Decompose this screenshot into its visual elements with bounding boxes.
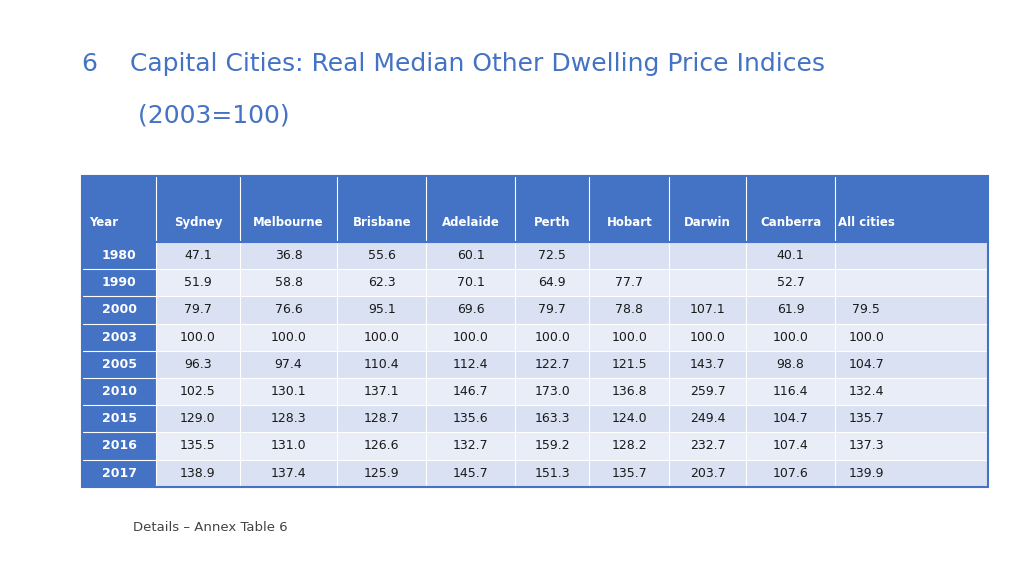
Text: 122.7: 122.7 xyxy=(535,358,570,371)
Text: 145.7: 145.7 xyxy=(453,467,488,480)
Text: 163.3: 163.3 xyxy=(535,412,570,425)
Text: 77.7: 77.7 xyxy=(615,276,643,289)
Text: 139.9: 139.9 xyxy=(849,467,884,480)
Text: 146.7: 146.7 xyxy=(453,385,488,398)
Text: 55.6: 55.6 xyxy=(368,249,396,262)
Text: 116.4: 116.4 xyxy=(773,385,808,398)
Text: 143.7: 143.7 xyxy=(690,358,725,371)
Text: 95.1: 95.1 xyxy=(368,304,395,316)
Text: 125.9: 125.9 xyxy=(365,467,399,480)
Text: 126.6: 126.6 xyxy=(365,439,399,452)
Text: All cities: All cities xyxy=(838,216,895,229)
Text: 100.0: 100.0 xyxy=(364,331,399,344)
Text: 100.0: 100.0 xyxy=(848,331,884,344)
Text: 52.7: 52.7 xyxy=(776,276,805,289)
Text: 203.7: 203.7 xyxy=(690,467,726,480)
Text: 64.9: 64.9 xyxy=(539,276,566,289)
Text: 110.4: 110.4 xyxy=(365,358,399,371)
Text: 1980: 1980 xyxy=(101,249,136,262)
Text: Sydney: Sydney xyxy=(174,216,222,229)
Text: 151.3: 151.3 xyxy=(535,467,570,480)
Text: 97.4: 97.4 xyxy=(274,358,302,371)
Text: 47.1: 47.1 xyxy=(184,249,212,262)
Text: 130.1: 130.1 xyxy=(270,385,306,398)
Text: 1990: 1990 xyxy=(101,276,136,289)
Text: 135.7: 135.7 xyxy=(849,412,884,425)
Text: 137.4: 137.4 xyxy=(270,467,306,480)
Text: 104.7: 104.7 xyxy=(773,412,809,425)
Text: 128.7: 128.7 xyxy=(364,412,399,425)
Text: 121.5: 121.5 xyxy=(611,358,647,371)
Text: Hobart: Hobart xyxy=(606,216,652,229)
Text: 76.6: 76.6 xyxy=(274,304,302,316)
Text: 100.0: 100.0 xyxy=(453,331,488,344)
Text: 72.5: 72.5 xyxy=(539,249,566,262)
Text: 102.5: 102.5 xyxy=(180,385,216,398)
Text: 249.4: 249.4 xyxy=(690,412,725,425)
Text: 104.7: 104.7 xyxy=(849,358,884,371)
Text: 124.0: 124.0 xyxy=(611,412,647,425)
Text: 40.1: 40.1 xyxy=(777,249,805,262)
Text: 107.1: 107.1 xyxy=(690,304,726,316)
Text: 135.7: 135.7 xyxy=(611,467,647,480)
Text: 138.9: 138.9 xyxy=(180,467,216,480)
Text: Brisbane: Brisbane xyxy=(352,216,412,229)
Text: 100.0: 100.0 xyxy=(535,331,570,344)
Text: Details – Annex Table 6: Details – Annex Table 6 xyxy=(133,521,288,535)
Text: 96.3: 96.3 xyxy=(184,358,212,371)
Text: 132.4: 132.4 xyxy=(849,385,884,398)
Text: 2017: 2017 xyxy=(101,467,136,480)
Text: Perth: Perth xyxy=(534,216,570,229)
Text: 100.0: 100.0 xyxy=(690,331,726,344)
Text: 259.7: 259.7 xyxy=(690,385,726,398)
Text: Canberra: Canberra xyxy=(760,216,821,229)
Text: 129.0: 129.0 xyxy=(180,412,216,425)
Text: Melbourne: Melbourne xyxy=(253,216,324,229)
Text: 100.0: 100.0 xyxy=(270,331,306,344)
Text: 62.3: 62.3 xyxy=(368,276,395,289)
Text: 2015: 2015 xyxy=(101,412,136,425)
Text: 107.6: 107.6 xyxy=(773,467,809,480)
Text: 79.7: 79.7 xyxy=(184,304,212,316)
Text: 79.7: 79.7 xyxy=(539,304,566,316)
Text: 159.2: 159.2 xyxy=(535,439,570,452)
Text: 100.0: 100.0 xyxy=(180,331,216,344)
Text: 100.0: 100.0 xyxy=(611,331,647,344)
Text: 173.0: 173.0 xyxy=(535,385,570,398)
Text: Year: Year xyxy=(89,216,118,229)
Text: 132.7: 132.7 xyxy=(453,439,488,452)
Text: 2010: 2010 xyxy=(101,385,136,398)
Text: 60.1: 60.1 xyxy=(457,249,484,262)
Text: 232.7: 232.7 xyxy=(690,439,725,452)
Text: 100.0: 100.0 xyxy=(773,331,809,344)
Text: 69.6: 69.6 xyxy=(457,304,484,316)
Text: 107.4: 107.4 xyxy=(773,439,809,452)
Text: 2000: 2000 xyxy=(101,304,136,316)
Text: 51.9: 51.9 xyxy=(184,276,212,289)
Text: 2016: 2016 xyxy=(101,439,136,452)
Text: 135.6: 135.6 xyxy=(453,412,488,425)
Text: 61.9: 61.9 xyxy=(777,304,805,316)
Text: 78.8: 78.8 xyxy=(615,304,643,316)
Text: 2003: 2003 xyxy=(101,331,136,344)
Text: Adelaide: Adelaide xyxy=(441,216,500,229)
Text: 70.1: 70.1 xyxy=(457,276,484,289)
Text: 79.5: 79.5 xyxy=(852,304,881,316)
Text: 135.5: 135.5 xyxy=(180,439,216,452)
Text: Darwin: Darwin xyxy=(684,216,731,229)
Text: 137.1: 137.1 xyxy=(365,385,399,398)
Text: 128.3: 128.3 xyxy=(270,412,306,425)
Text: 36.8: 36.8 xyxy=(274,249,302,262)
Text: 131.0: 131.0 xyxy=(270,439,306,452)
Text: 128.2: 128.2 xyxy=(611,439,647,452)
Text: 112.4: 112.4 xyxy=(453,358,488,371)
Text: (2003=100): (2003=100) xyxy=(82,104,290,128)
Text: 98.8: 98.8 xyxy=(776,358,805,371)
Text: 58.8: 58.8 xyxy=(274,276,302,289)
Text: 2005: 2005 xyxy=(101,358,136,371)
Text: 136.8: 136.8 xyxy=(611,385,647,398)
Text: 137.3: 137.3 xyxy=(849,439,884,452)
Text: 6    Capital Cities: Real Median Other Dwelling Price Indices: 6 Capital Cities: Real Median Other Dwel… xyxy=(82,52,825,76)
